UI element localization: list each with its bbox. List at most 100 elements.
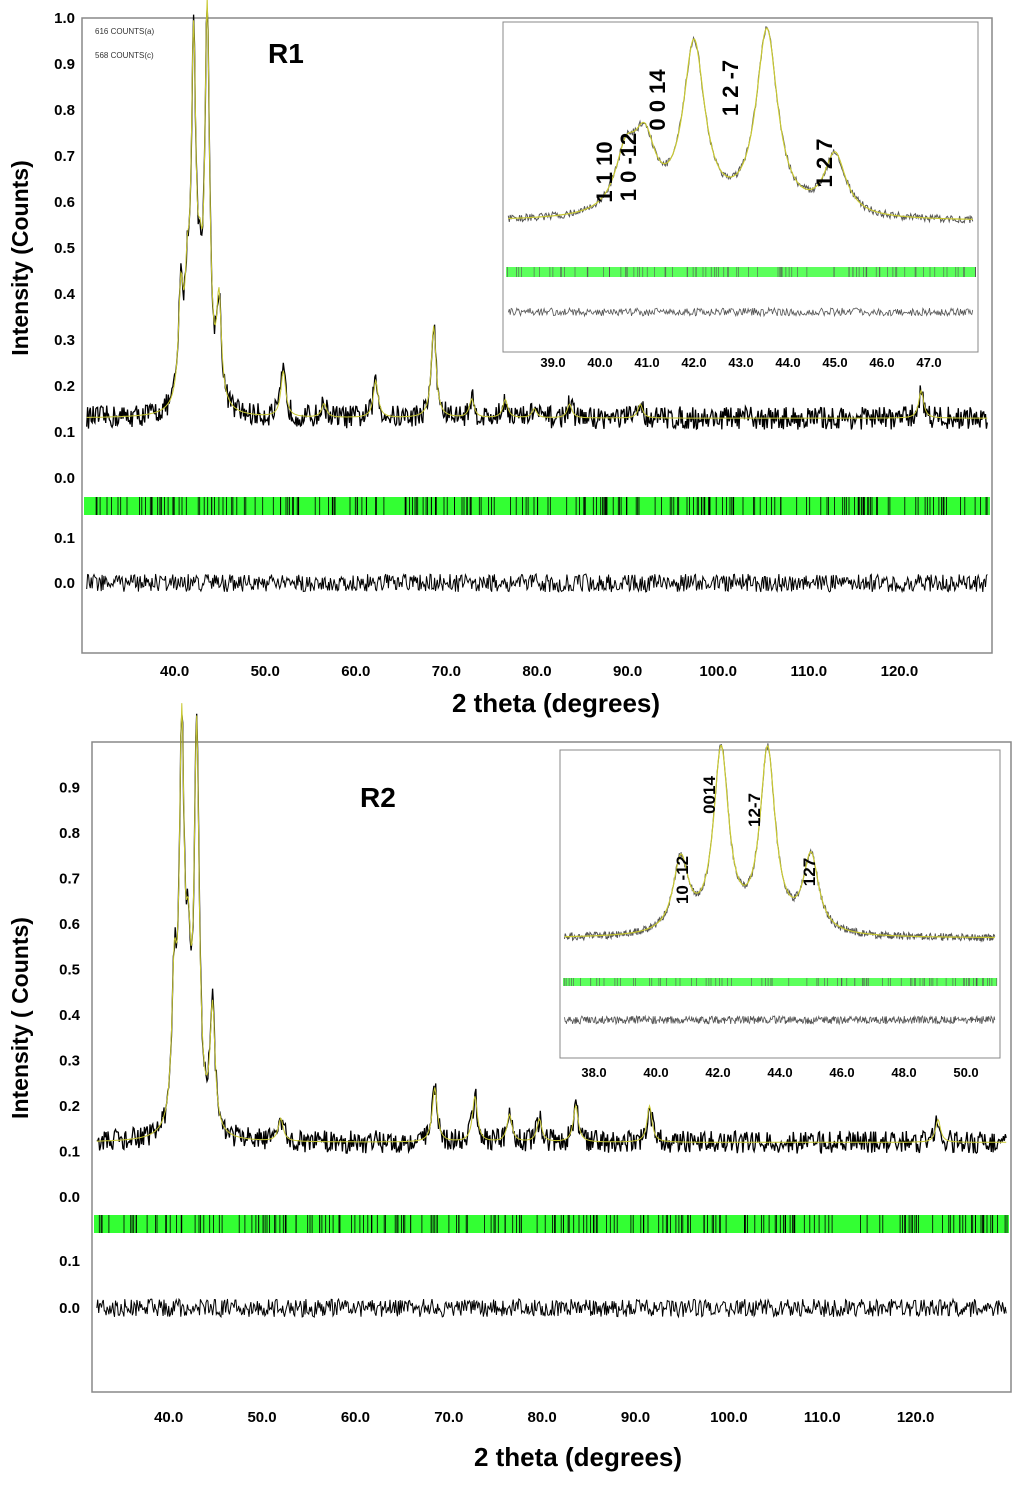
y-ticks: 0.9 0.8 0.7 0.6 0.5 0.4 0.3 0.2 0.1 0.0 — [59, 780, 81, 1207]
inset-frame — [502, 21, 979, 353]
inset-difference-curve — [564, 1014, 996, 1026]
inset-reflection-labels: 1 1 10 1 0 -120 0 14 1 2 -7 1 2 7 — [592, 60, 837, 203]
x-tick-label: 110.0 — [790, 663, 827, 680]
y-tick-label: 0.3 — [54, 332, 75, 349]
inset-x-tick-label: 47.0 — [916, 355, 941, 370]
panel-label: R1 — [268, 38, 304, 69]
inset-x-tick-label: 46.0 — [869, 355, 894, 370]
diff-tick-label: 0.1 — [54, 530, 75, 547]
x-tick-label: 50.0 — [247, 1409, 276, 1426]
y-tick-label: 0.6 — [59, 916, 80, 933]
x-tick-label: 100.0 — [699, 663, 737, 680]
reflection-label: 127 — [800, 858, 819, 886]
y-tick-label: 1.0 — [54, 10, 75, 27]
y-tick-label: 0.7 — [59, 871, 80, 888]
y-tick-label: 0.9 — [59, 780, 80, 797]
calculated-profile — [86, 0, 988, 419]
diff-tick-label: 0.0 — [59, 1300, 80, 1317]
inset-reflection-band — [506, 267, 976, 277]
y-ticks: 1.0 0.9 0.8 0.7 0.6 0.5 0.4 0.3 0.2 0.1 0.0 — [54, 10, 76, 487]
observed-profile — [96, 713, 1007, 1155]
reflection-band — [84, 497, 990, 515]
x-tick-label: 80.0 — [528, 1409, 557, 1426]
x-tick-label: 60.0 — [341, 1409, 370, 1426]
x-tick-label: 70.0 — [432, 663, 461, 680]
inset-x-ticks: 38.0 40.0 42.0 44.0 46.0 48.0 50.0 — [581, 1065, 978, 1080]
reflection-label: 1 2 -7 — [718, 60, 743, 116]
reflection-band — [94, 1215, 1009, 1233]
inset-reflection-labels: 10 -12 0014 12-7 127 — [673, 776, 819, 905]
x-ticks: 40.0 50.0 60.0 70.0 80.0 90.0 100.0 110.0 120.0 — [154, 1409, 934, 1426]
inset-x-tick-label: 38.0 — [581, 1065, 606, 1080]
inset-frame — [559, 749, 1001, 1059]
difference-ticks: 0.1 0.0 — [54, 530, 75, 592]
panel-label: R2 — [360, 782, 396, 813]
inset-x-tick-label: 40.0 — [587, 355, 612, 370]
inset-x-tick-label: 46.0 — [829, 1065, 854, 1080]
y-tick-label: 0.2 — [59, 1098, 80, 1115]
inset-x-tick-label: 44.0 — [775, 355, 800, 370]
inset-x-tick-label: 48.0 — [891, 1065, 916, 1080]
reflection-label: 0 0 14 — [645, 69, 670, 131]
plot-frame — [81, 17, 993, 654]
difference-curve — [86, 572, 988, 594]
x-tick-label: 100.0 — [710, 1409, 748, 1426]
inset-calculated-profile — [508, 27, 973, 220]
panel-r1: 1.0 0.9 0.8 0.7 0.6 0.5 0.4 0.3 0.2 0.1 0.0 40.0 50… — [7, 0, 993, 718]
inset-traces — [506, 26, 977, 318]
inset-x-tick-label: 42.0 — [705, 1065, 730, 1080]
inset-traces — [563, 743, 998, 1026]
y-tick-label: 0.7 — [54, 148, 75, 165]
observed-profile — [86, 8, 988, 431]
x-tick-label: 90.0 — [613, 663, 642, 680]
difference-curve — [96, 1297, 1007, 1319]
reflection-label: 1 1 10 — [592, 141, 617, 202]
inset-x-tick-label: 45.0 — [822, 355, 847, 370]
inset-x-tick-label: 50.0 — [953, 1065, 978, 1080]
x-tick-label: 50.0 — [251, 663, 280, 680]
y-tick-label: 0.2 — [54, 378, 75, 395]
x-tick-label: 40.0 — [154, 1409, 183, 1426]
reflection-label: 12-7 — [745, 793, 764, 827]
y-tick-label: 0.4 — [59, 1007, 81, 1024]
difference-ticks: 0.1 0.0 — [59, 1253, 80, 1317]
y-tick-label: 0.5 — [59, 962, 80, 979]
plot-frame — [91, 741, 1012, 1393]
y-tick-label: 0.0 — [59, 1189, 80, 1206]
x-axis-label: 2 theta (degrees) — [474, 1442, 682, 1472]
y-tick-label: 0.1 — [54, 424, 75, 441]
y-tick-label: 0.4 — [54, 286, 76, 303]
inset-difference-curve — [507, 306, 974, 318]
count-label: 616 COUNTS(a) — [95, 27, 154, 36]
inset-x-tick-label: 39.0 — [540, 355, 565, 370]
x-tick-label: 120.0 — [897, 1409, 935, 1426]
x-tick-label: 120.0 — [881, 663, 919, 680]
panel-r2: 0.9 0.8 0.7 0.6 0.5 0.4 0.3 0.2 0.1 0.0 40.0 50.0 6… — [7, 703, 1012, 1472]
inset-x-tick-label: 40.0 — [643, 1065, 668, 1080]
y-tick-label: 0.1 — [59, 1144, 80, 1161]
x-tick-label: 110.0 — [804, 1409, 841, 1426]
inset-x-tick-label: 43.0 — [728, 355, 753, 370]
x-tick-label: 80.0 — [522, 663, 551, 680]
reflection-label: 1 0 -12 — [616, 133, 641, 202]
y-axis-label: Intensity (Counts) — [7, 160, 33, 356]
y-tick-label: 0.5 — [54, 240, 75, 257]
x-axis-label: 2 theta (degrees) — [452, 688, 660, 718]
inset-x-ticks: 39.0 40.0 41.0 42.0 43.0 44.0 45.0 46.0 47.0 — [540, 355, 941, 370]
traces — [84, 0, 990, 594]
reflection-label: 10 -12 — [673, 856, 692, 904]
y-tick-label: 0.8 — [59, 825, 80, 842]
reflection-label: 1 2 7 — [812, 139, 837, 188]
traces — [94, 703, 1009, 1319]
y-tick-label: 0.6 — [54, 194, 75, 211]
reflection-label: 0014 — [700, 776, 719, 814]
x-tick-label: 70.0 — [434, 1409, 463, 1426]
y-tick-label: 0.9 — [54, 56, 75, 73]
y-axis-label: Intensity ( Counts) — [7, 917, 33, 1119]
inset-plot: 39.0 40.0 41.0 42.0 43.0 44.0 45.0 46.0 47.0 1 1… — [502, 21, 979, 370]
x-ticks: 40.0 50.0 60.0 70.0 80.0 90.0 100.0 110.0 120.0 — [160, 663, 918, 680]
inset-x-tick-label: 41.0 — [634, 355, 659, 370]
y-tick-label: 0.0 — [54, 470, 75, 487]
